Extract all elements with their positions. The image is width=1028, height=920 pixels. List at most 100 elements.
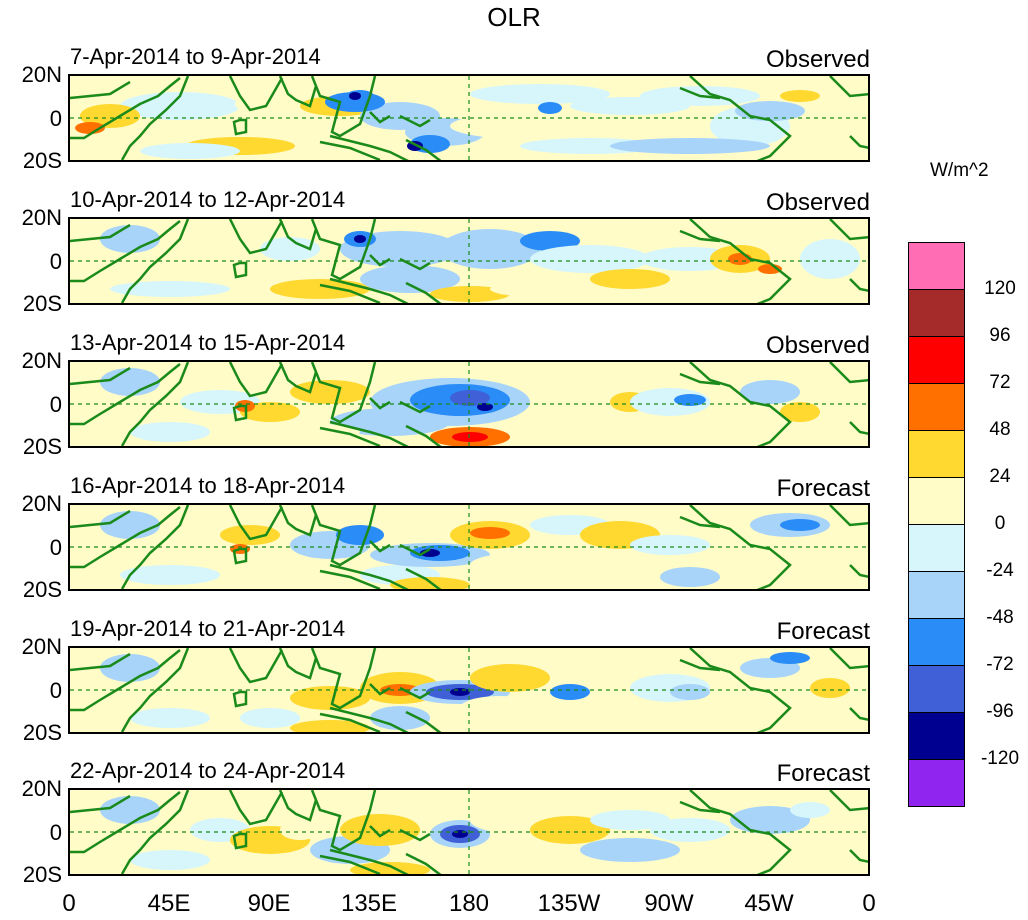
olr-field [70, 219, 868, 303]
lon-tick-label: 0 [862, 890, 876, 917]
anomaly-contour [490, 281, 590, 297]
panel-date-range: 16-Apr-2014 to 18-Apr-2014 [70, 473, 346, 498]
anomaly-contour [740, 380, 800, 404]
anomaly-contour [80, 104, 140, 128]
anomaly-contour [100, 368, 160, 396]
colorbar-swatch [908, 712, 965, 760]
anomaly-contour [100, 796, 160, 824]
anomaly-contour [100, 511, 160, 539]
anomaly-contour [110, 281, 230, 297]
lat-tick-label: 20N [21, 634, 62, 659]
anomaly-contour [235, 92, 325, 116]
olr-field [70, 76, 868, 160]
anomaly-contour [260, 237, 320, 261]
colorbar-level-label: 120 [984, 278, 1016, 299]
panel-kind: Forecast [776, 475, 870, 502]
coastline [70, 505, 868, 589]
anomaly-contour [538, 102, 562, 114]
colorbar-swatch [908, 618, 965, 666]
anomaly-contour [340, 814, 420, 846]
colorbar-swatch [908, 336, 965, 384]
lat-tick-label: 20S [22, 148, 62, 173]
anomaly-contour [470, 527, 510, 539]
anomaly-contour [780, 90, 820, 102]
lat-tick-label: 0 [49, 249, 62, 274]
lat-tick-label: 0 [49, 392, 62, 417]
olr-field [70, 362, 868, 446]
colorbar-level-label: 72 [989, 372, 1011, 393]
map-panel [68, 74, 870, 162]
anomaly-contour [590, 269, 670, 289]
anomaly-contour [370, 706, 430, 730]
colorbar-level-label: -24 [986, 560, 1014, 581]
anomaly-contour [270, 279, 370, 299]
anomaly-contour [440, 229, 540, 269]
lat-tick-label: 20N [21, 491, 62, 516]
lat-tick-label: 20S [22, 862, 62, 887]
anomaly-contour [220, 525, 280, 545]
anomaly-contour [290, 380, 370, 404]
panel-date-range: 10-Apr-2014 to 12-Apr-2014 [70, 187, 346, 212]
anomaly-contour [290, 686, 370, 710]
anomaly-contour [610, 138, 770, 154]
anomaly-contour [470, 664, 550, 692]
anomaly-contour [800, 239, 860, 279]
anomaly-contour [452, 432, 488, 442]
anomaly-contour [170, 247, 250, 271]
anomaly-contour [140, 143, 240, 159]
panel-kind: Observed [765, 332, 870, 359]
anomaly-contour [450, 390, 490, 406]
anomaly-contour [650, 818, 730, 842]
lon-tick-label: 45E [147, 890, 191, 917]
map-panel [68, 503, 870, 591]
anomaly-contour [780, 519, 820, 531]
anomaly-contour [360, 265, 460, 293]
anomaly-contour [130, 850, 210, 870]
colorbar-level-label: 0 [994, 513, 1006, 534]
anomaly-contour [570, 368, 650, 396]
anomaly-contour [450, 688, 470, 696]
anomaly-contour [470, 84, 610, 104]
anomaly-contour [630, 535, 710, 555]
panel-kind: Forecast [776, 618, 870, 645]
colorbar-swatch [908, 524, 965, 572]
anomaly-contour [430, 286, 510, 302]
panel-date-range: 13-Apr-2014 to 15-Apr-2014 [70, 330, 346, 355]
lat-tick-label: 20S [22, 434, 62, 459]
coastline [70, 219, 868, 303]
map-panel [68, 788, 870, 876]
anomaly-contour [670, 684, 710, 700]
anomaly-contour [810, 678, 850, 698]
colorbar-level-label: 48 [989, 419, 1011, 440]
anomaly-contour [354, 235, 366, 243]
map-panel [68, 646, 870, 734]
chart-title: OLR [487, 2, 541, 32]
olr-field [70, 505, 868, 589]
anomaly-contour [470, 553, 570, 577]
colorbar-level-label: -72 [986, 654, 1014, 675]
anomaly-contour [790, 802, 830, 818]
colorbar-swatch [908, 665, 965, 713]
anomaly-contour [460, 696, 540, 720]
anomaly-contour [477, 403, 493, 411]
lat-tick-label: 20N [21, 348, 62, 373]
colorbar-swatch [908, 477, 965, 525]
coastline [70, 362, 868, 446]
anomaly-contour [280, 820, 320, 840]
anomaly-contour [120, 565, 220, 585]
anomaly-contour [660, 567, 720, 587]
lat-tick-label: 0 [49, 535, 62, 560]
colorbar-level-label: -48 [986, 607, 1014, 628]
anomaly-contour [580, 838, 680, 862]
anomaly-contour [349, 92, 361, 100]
colorbar-swatch [908, 383, 965, 431]
colorbar-level-label: -96 [986, 701, 1014, 722]
lat-tick-label: 20S [22, 720, 62, 745]
panel-kind: Observed [765, 189, 870, 216]
colorbar-swatch [908, 571, 965, 619]
lat-tick-label: 0 [49, 678, 62, 703]
anomaly-contour [520, 231, 580, 251]
anomaly-contour [240, 402, 300, 422]
anomaly-contour [780, 402, 820, 422]
colorbar-swatch [908, 289, 965, 337]
